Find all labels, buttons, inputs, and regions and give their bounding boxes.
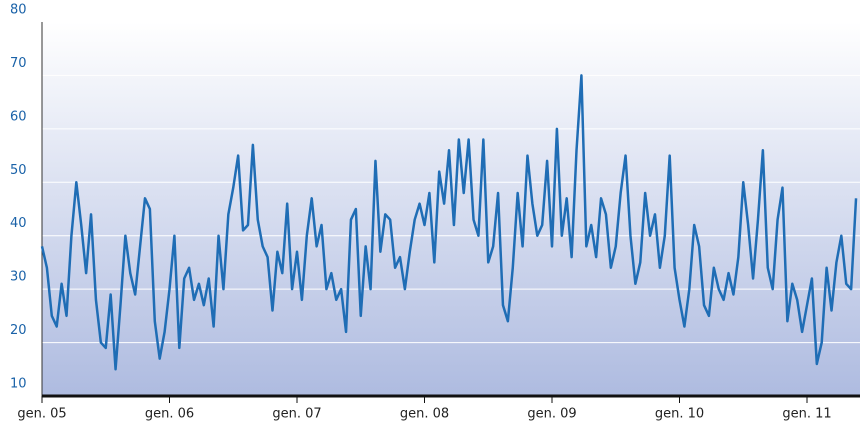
x-tick-label: gen. 11 <box>782 407 831 422</box>
x-tick-label: gen. 05 <box>17 407 66 422</box>
y-tick-label: 40 <box>10 216 27 231</box>
x-tick-label: gen. 07 <box>272 407 321 422</box>
y-tick-label: 60 <box>10 109 27 124</box>
plot-background <box>42 22 860 396</box>
y-tick-label: 20 <box>10 323 27 338</box>
x-tick-label: gen. 08 <box>400 407 449 422</box>
x-tick-label: gen. 09 <box>527 407 576 422</box>
x-tick-label: gen. 10 <box>655 407 704 422</box>
data-line <box>40 74 858 371</box>
y-tick-label: 10 <box>10 377 27 392</box>
y-tick-label: 50 <box>10 163 27 178</box>
x-tick-label: gen. 06 <box>145 407 194 422</box>
y-tick-label: 80 <box>10 3 27 18</box>
y-tick-label: 30 <box>10 270 27 285</box>
y-tick-label: 70 <box>10 56 27 71</box>
